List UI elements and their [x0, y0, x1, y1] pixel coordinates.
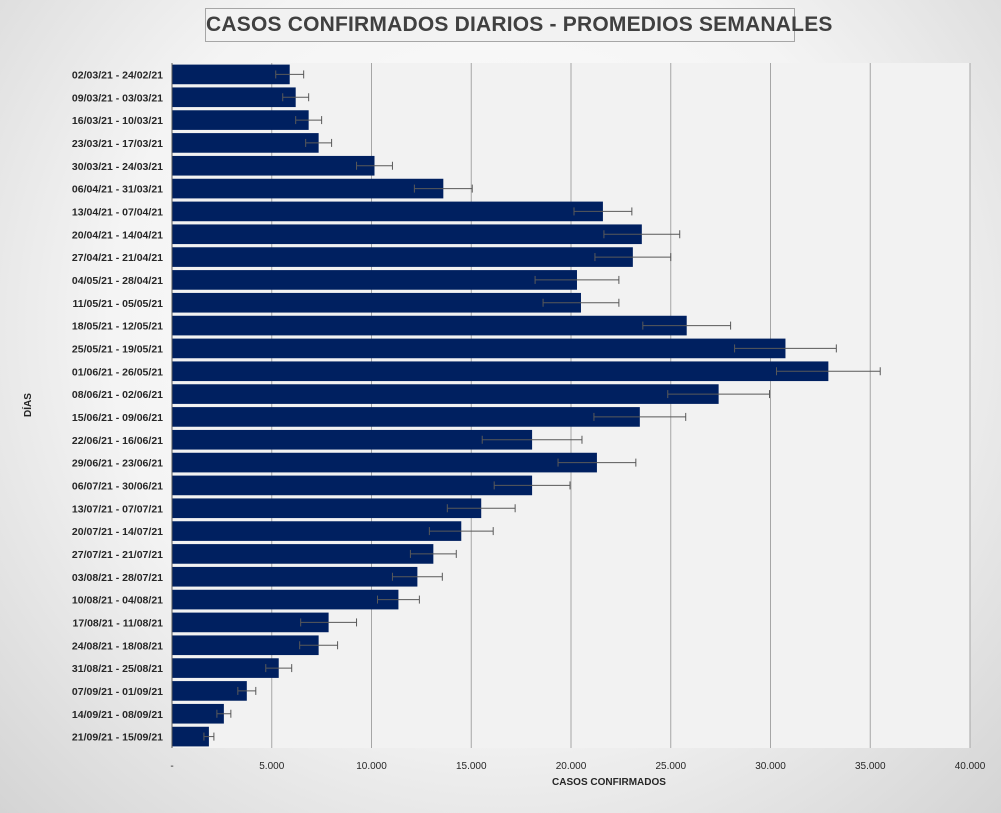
category-label: 01/06/21 - 26/05/21 — [72, 366, 163, 378]
category-label: 10/08/21 - 04/08/21 — [72, 595, 163, 607]
x-tick-label: 35.000 — [855, 761, 886, 772]
bar — [172, 178, 444, 199]
category-labels: 02/03/21 - 24/02/21 09/03/21 - 03/03/21 16… — [72, 69, 163, 743]
category-label: 17/08/21 - 11/08/21 — [73, 617, 164, 629]
category-label: 22/06/21 - 16/06/21 — [72, 435, 163, 447]
category-label: 14/09/21 - 08/09/21 — [72, 709, 163, 721]
bar — [172, 429, 533, 450]
bar — [172, 498, 482, 519]
category-label: 11/05/21 - 05/05/21 — [73, 298, 164, 310]
category-label: 13/07/21 - 07/07/21 — [72, 503, 163, 515]
x-tick-label: 15.000 — [456, 761, 487, 772]
bar — [172, 110, 309, 130]
x-tick-label: 10.000 — [356, 761, 387, 772]
bar — [172, 315, 687, 336]
category-label: 06/07/21 - 30/06/21 — [72, 480, 163, 492]
x-tick-label: 20.000 — [556, 761, 587, 772]
bar — [172, 87, 296, 108]
bar — [172, 338, 786, 359]
bar — [172, 247, 633, 267]
bar — [172, 407, 640, 427]
category-label: 04/05/21 - 28/04/21 — [72, 275, 163, 287]
grid-lines — [271, 63, 971, 748]
bar — [172, 292, 581, 313]
category-label: 21/09/21 - 15/09/21 — [72, 732, 163, 744]
category-label: 02/03/21 - 24/02/21 — [72, 69, 163, 81]
bar — [172, 201, 603, 222]
bar — [172, 521, 462, 541]
bar — [172, 589, 399, 610]
category-label: 31/08/21 - 25/08/21 — [72, 663, 163, 675]
category-label: 18/05/21 - 12/05/21 — [72, 321, 163, 333]
bar — [172, 544, 434, 564]
category-label: 09/03/21 - 03/03/21 — [72, 92, 163, 104]
category-label: 20/04/21 - 14/04/21 — [72, 229, 163, 241]
bar — [172, 155, 375, 176]
error-bars — [203, 70, 881, 741]
bar — [172, 726, 209, 747]
bar — [172, 635, 319, 656]
category-label: 06/04/21 - 31/03/21 — [72, 184, 163, 196]
bars — [172, 64, 829, 747]
bar — [172, 361, 829, 382]
category-label: 13/04/21 - 07/04/21 — [72, 206, 163, 218]
bar — [172, 224, 642, 245]
category-label: 29/06/21 - 23/06/21 — [72, 458, 163, 470]
bar — [172, 703, 224, 724]
x-tick-label: 40.000 — [955, 761, 986, 772]
bar — [172, 658, 279, 678]
bar — [172, 270, 577, 290]
bar — [172, 566, 418, 587]
category-label: 20/07/21 - 14/07/21 — [72, 526, 163, 538]
category-label: 27/07/21 - 21/07/21 — [72, 549, 163, 561]
category-label: 15/06/21 - 09/06/21 — [72, 412, 163, 424]
category-label: 25/05/21 - 19/05/21 — [72, 343, 163, 355]
category-label: 08/06/21 - 02/06/21 — [72, 389, 163, 401]
bar — [172, 612, 329, 633]
y-axis-title: DÍAS — [21, 393, 34, 417]
bar — [172, 64, 290, 85]
bar — [172, 681, 247, 701]
x-tick-label: 5.000 — [259, 761, 284, 772]
chart-title: CASOS CONFIRMADOS DIARIOS - PROMEDIOS SE… — [205, 8, 832, 42]
bar — [172, 452, 597, 473]
category-label: 30/03/21 - 24/03/21 — [72, 161, 163, 173]
category-label: 16/03/21 - 10/03/21 — [72, 115, 163, 127]
category-label: 27/04/21 - 21/04/21 — [72, 252, 163, 264]
x-tick-label: - — [170, 761, 173, 772]
x-tick-label: 25.000 — [655, 761, 686, 772]
category-label: 24/08/21 - 18/08/21 — [72, 640, 163, 652]
x-tick-labels: - 5.000 10.000 15.000 20.000 25.000 30.000 35.0… — [170, 761, 985, 772]
bar — [172, 475, 533, 496]
bar — [172, 384, 719, 404]
x-tick-label: 30.000 — [755, 761, 786, 772]
category-label: 23/03/21 - 17/03/21 — [72, 138, 163, 150]
category-label: 07/09/21 - 01/09/21 — [72, 686, 163, 698]
category-label: 03/08/21 - 28/07/21 — [72, 572, 163, 584]
x-axis-title: CASOS CONFIRMADOS — [552, 777, 666, 788]
bar — [172, 133, 319, 153]
